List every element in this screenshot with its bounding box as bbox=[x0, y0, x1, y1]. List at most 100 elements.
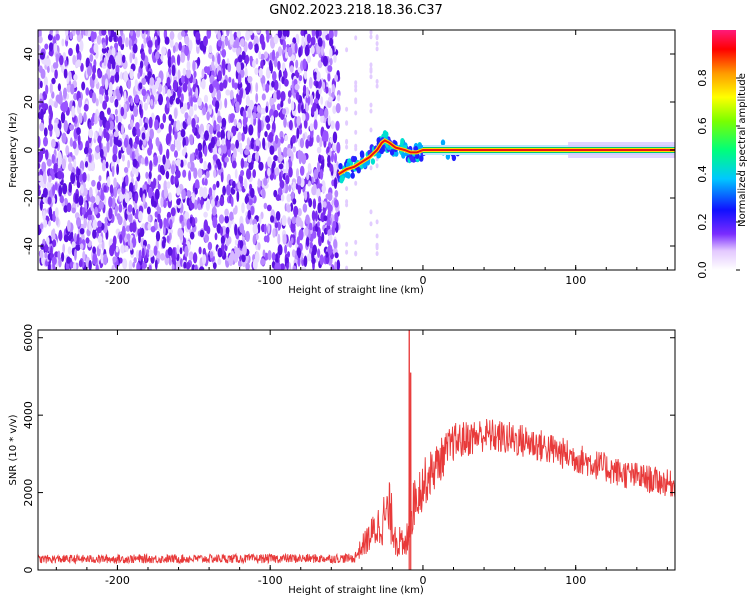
noise-dot bbox=[326, 201, 331, 211]
noise-dot bbox=[78, 195, 84, 206]
noise-dot bbox=[171, 64, 176, 77]
noise-dot bbox=[278, 154, 283, 162]
noise-dot bbox=[103, 185, 107, 193]
noise-dot bbox=[154, 211, 158, 218]
noise-dot bbox=[267, 156, 272, 168]
noise-dot bbox=[285, 160, 289, 172]
noise-dot bbox=[141, 132, 146, 140]
noise-dot bbox=[212, 262, 217, 270]
sparse-dot bbox=[354, 83, 358, 89]
noise-dot bbox=[220, 171, 224, 183]
noise-dot bbox=[240, 68, 245, 78]
noise-dot bbox=[247, 154, 252, 163]
noise-dot bbox=[113, 177, 117, 188]
noise-dot bbox=[177, 69, 181, 82]
signal-blob bbox=[382, 130, 388, 137]
noise-dot bbox=[109, 184, 114, 194]
noise-dot bbox=[286, 147, 292, 157]
noise-dot bbox=[266, 204, 272, 212]
noise-dot bbox=[83, 112, 87, 123]
noise-dot bbox=[128, 37, 132, 50]
noise-dot bbox=[49, 168, 54, 176]
noise-dot bbox=[46, 180, 52, 191]
noise-dot bbox=[125, 225, 131, 232]
noise-dot bbox=[260, 59, 264, 70]
noise-dot bbox=[169, 219, 173, 229]
noise-dot bbox=[43, 173, 47, 185]
noise-dot bbox=[70, 83, 75, 95]
noise-dot bbox=[227, 130, 231, 141]
noise-dot bbox=[51, 138, 56, 149]
noise-dot bbox=[229, 33, 234, 45]
noise-dot bbox=[289, 65, 294, 73]
noise-dot bbox=[179, 247, 183, 255]
noise-dot bbox=[184, 35, 190, 45]
noise-dot bbox=[159, 143, 163, 156]
noise-dot bbox=[221, 138, 225, 146]
noise-dot bbox=[48, 220, 51, 227]
noise-dot bbox=[252, 111, 257, 120]
noise-dot bbox=[175, 159, 181, 167]
noise-dot bbox=[147, 243, 151, 250]
noise-dot bbox=[248, 199, 253, 206]
noise-dot bbox=[308, 77, 313, 89]
noise-dot bbox=[113, 131, 119, 138]
noise-dot bbox=[313, 119, 318, 130]
noise-dot bbox=[169, 31, 175, 40]
noise-dot bbox=[132, 43, 138, 54]
noise-dot bbox=[296, 168, 299, 179]
noise-dot bbox=[59, 195, 64, 204]
noise-dot bbox=[326, 146, 330, 153]
noise-dot bbox=[43, 127, 48, 137]
noise-dot bbox=[224, 208, 229, 217]
noise-dot bbox=[265, 115, 271, 123]
noise-dot bbox=[88, 260, 92, 270]
noise-dot bbox=[138, 210, 143, 222]
noise-dot bbox=[327, 244, 333, 256]
noise-dot bbox=[202, 106, 207, 116]
noise-dot bbox=[206, 30, 212, 39]
noise-dot bbox=[132, 261, 136, 268]
noise-dot bbox=[335, 120, 340, 131]
noise-dot bbox=[169, 95, 174, 105]
noise-dot bbox=[39, 223, 44, 230]
noise-dot bbox=[122, 258, 128, 270]
noise-dot bbox=[180, 75, 185, 84]
noise-dot bbox=[38, 189, 41, 197]
noise-dot bbox=[135, 166, 139, 178]
noise-dot bbox=[229, 89, 234, 100]
noise-dot bbox=[256, 112, 261, 119]
noise-dot bbox=[184, 245, 189, 258]
noise-dot bbox=[252, 59, 256, 69]
x-tick-label: -200 bbox=[105, 274, 130, 287]
sparse-dot bbox=[354, 180, 358, 186]
noise-dot bbox=[115, 246, 119, 253]
noise-dot bbox=[212, 216, 218, 229]
noise-dot bbox=[254, 67, 259, 76]
noise-dot bbox=[320, 115, 324, 123]
noise-dot bbox=[57, 250, 61, 261]
noise-dot bbox=[325, 86, 329, 94]
noise-dot bbox=[108, 196, 113, 208]
noise-dot bbox=[66, 84, 72, 93]
noise-dot bbox=[329, 37, 334, 47]
noise-dot bbox=[47, 196, 52, 205]
noise-dot bbox=[64, 59, 68, 67]
noise-dot bbox=[216, 131, 221, 138]
noise-dot bbox=[48, 98, 54, 108]
noise-dot bbox=[197, 168, 203, 179]
noise-dot bbox=[188, 251, 194, 261]
noise-dot bbox=[311, 30, 316, 38]
noise-dot bbox=[332, 143, 336, 152]
noise-dot bbox=[175, 261, 181, 270]
noise-dot bbox=[334, 261, 337, 270]
noise-dot bbox=[60, 111, 66, 124]
noise-dot bbox=[332, 105, 337, 114]
noise-dot bbox=[301, 153, 307, 165]
noise-dot bbox=[221, 34, 226, 42]
noise-dot bbox=[236, 46, 241, 57]
noise-dot bbox=[177, 86, 182, 99]
noise-dot bbox=[61, 38, 65, 47]
noise-dot bbox=[167, 88, 171, 99]
noise-dot bbox=[120, 244, 125, 254]
